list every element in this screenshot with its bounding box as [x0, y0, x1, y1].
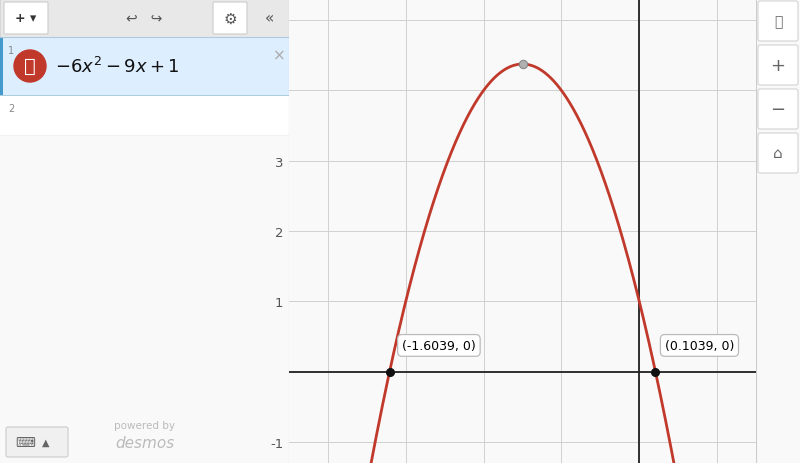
Text: 2: 2: [8, 104, 14, 114]
Text: powered by: powered by: [114, 420, 175, 430]
Text: −: −: [770, 101, 786, 119]
FancyBboxPatch shape: [758, 2, 798, 42]
Text: +: +: [770, 57, 786, 75]
FancyBboxPatch shape: [4, 3, 48, 35]
FancyBboxPatch shape: [758, 90, 798, 130]
Bar: [0, 38, 289, 96]
Text: $-6x^2 - 9x + 1$: $-6x^2 - 9x + 1$: [55, 57, 179, 77]
FancyBboxPatch shape: [213, 3, 247, 35]
Text: «: «: [264, 12, 274, 26]
Circle shape: [14, 51, 46, 83]
FancyBboxPatch shape: [6, 427, 68, 457]
FancyBboxPatch shape: [758, 46, 798, 86]
Text: ×: ×: [273, 48, 286, 63]
Text: ▲: ▲: [42, 437, 50, 447]
Text: 𝒩: 𝒩: [24, 58, 36, 76]
FancyBboxPatch shape: [758, 134, 798, 174]
Text: + ▾: + ▾: [15, 13, 37, 25]
Text: ⚙: ⚙: [223, 12, 237, 26]
Bar: [0, 96, 289, 136]
Bar: [0, 38, 3, 96]
Text: 🔧: 🔧: [774, 15, 782, 29]
Text: (-1.6039, 0): (-1.6039, 0): [402, 339, 476, 352]
Text: desmos: desmos: [115, 436, 174, 450]
Text: ⌂: ⌂: [773, 146, 783, 161]
Text: ↩   ↪: ↩ ↪: [126, 12, 162, 26]
Bar: [0, 0, 289, 38]
Text: (0.1039, 0): (0.1039, 0): [665, 339, 734, 352]
Text: ⌨: ⌨: [15, 435, 35, 449]
Text: 1: 1: [8, 46, 14, 56]
